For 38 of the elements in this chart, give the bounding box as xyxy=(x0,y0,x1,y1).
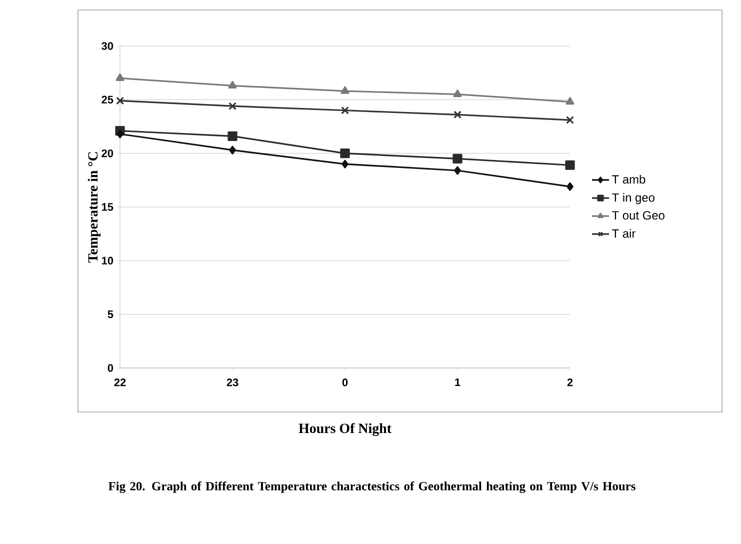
caption: Fig 20. Graph of Different Temperature charactestics of Geothermal heating on Temp V/s Hours xyxy=(108,482,636,494)
y-tick-label: 25 xyxy=(102,96,114,104)
y-tick-label: 5 xyxy=(108,310,114,318)
y-tick-label: 15 xyxy=(102,203,114,211)
point xyxy=(116,73,124,81)
legend-label: T air xyxy=(612,228,636,238)
x-tick-label: 0 xyxy=(342,378,348,386)
y-tick-label: 30 xyxy=(102,42,114,50)
x-tick-label: 23 xyxy=(226,378,238,386)
point xyxy=(116,130,124,138)
point xyxy=(566,182,574,191)
y-tick-label: 20 xyxy=(102,149,114,158)
x-tick-label: 2 xyxy=(567,378,573,386)
point xyxy=(116,96,124,105)
y-tick-label: 10 xyxy=(102,256,114,265)
point xyxy=(453,89,462,98)
point xyxy=(228,102,236,110)
point xyxy=(341,106,349,114)
point xyxy=(565,160,575,170)
x-axis-title: Hours Of Night xyxy=(298,423,392,436)
x-tick-label: 1 xyxy=(455,378,460,386)
point xyxy=(229,146,236,154)
point xyxy=(566,97,574,105)
point xyxy=(228,131,238,141)
point xyxy=(228,80,237,88)
y-axis-title: Temperature in °C xyxy=(88,152,100,263)
legend-label: T amb xyxy=(612,174,646,184)
y-tick-label: 0 xyxy=(108,364,114,372)
point xyxy=(566,116,574,124)
legend-label: T out Geo xyxy=(612,211,664,220)
point xyxy=(342,160,348,168)
point xyxy=(452,154,462,164)
point xyxy=(340,148,350,158)
point xyxy=(454,110,462,119)
legend-label: T in geo xyxy=(612,193,654,204)
point xyxy=(454,166,461,175)
x-tick-label: 22 xyxy=(114,378,126,386)
point xyxy=(340,86,350,94)
